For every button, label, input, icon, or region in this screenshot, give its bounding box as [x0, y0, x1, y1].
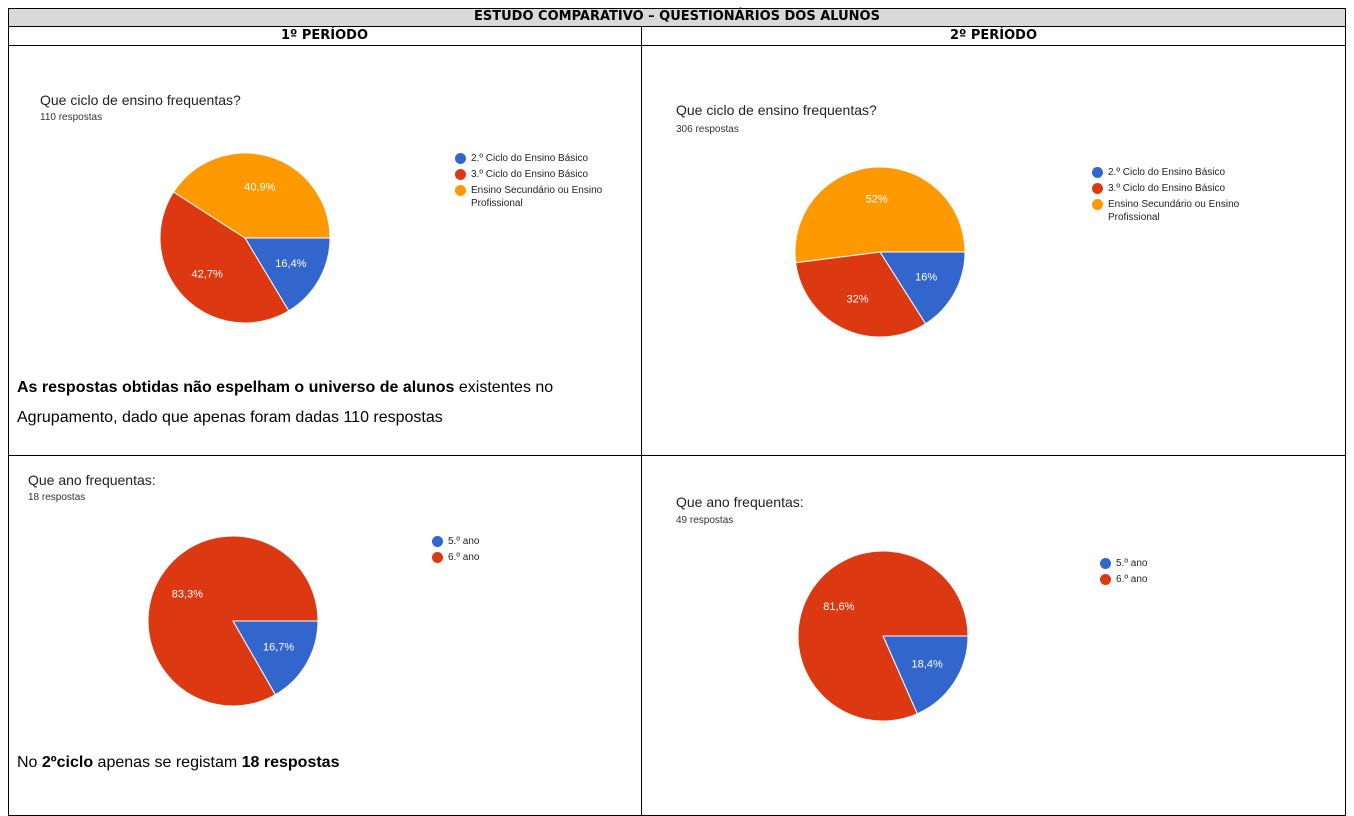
- legend-item: 6.º ano: [1100, 573, 1270, 586]
- note: As respostas obtidas não espelham o univ…: [17, 373, 637, 433]
- chart-title: Que ano frequentas:: [676, 494, 804, 510]
- chart-subtitle: 49 respostas: [676, 515, 734, 526]
- note-text: existentes no Agrupamento, dado que apen…: [17, 379, 554, 426]
- slice-label: 16,7%: [263, 641, 294, 653]
- slice-label: 18,4%: [912, 659, 943, 671]
- note: No 2ºciclo apenas se registam 18 respost…: [17, 748, 637, 778]
- legend-label: 2.º Ciclo do Ensino Básico: [471, 153, 589, 164]
- pie-slice: [794, 166, 966, 264]
- legend-label: Ensino Secundário ou Ensino Profissional: [1108, 199, 1240, 223]
- pie-slice: [159, 191, 290, 324]
- legend-item: Ensino Secundário ou Ensino Profissional: [455, 184, 625, 210]
- note-text: 18 respostas: [241, 754, 340, 771]
- legend-label: 3.º Ciclo do Ensino Básico: [471, 169, 589, 180]
- legend-item: 5.º ano: [432, 535, 602, 548]
- pie-slice: [244, 237, 331, 312]
- slice-label: 81,6%: [823, 601, 854, 613]
- legend: 5.º ano 6.º ano: [432, 535, 602, 567]
- legend-label: 3.º Ciclo do Ensino Básico: [1108, 183, 1226, 194]
- note-text: apenas se registam: [93, 754, 242, 771]
- legend-swatch: [432, 552, 443, 563]
- legend-item: 3.º Ciclo do Ensino Básico: [1092, 182, 1262, 195]
- note-text: As respostas obtidas não espelham o univ…: [17, 379, 455, 396]
- header-bg: [8, 8, 1346, 26]
- chart-title: Que ciclo de ensino frequentas?: [40, 92, 241, 108]
- legend-swatch: [432, 536, 443, 547]
- note-text: No: [17, 754, 42, 771]
- legend: 2.º Ciclo do Ensino Básico 3.º Ciclo do E…: [455, 152, 625, 213]
- legend-swatch: [1092, 167, 1103, 178]
- column-header: 1º PERÍODO: [280, 28, 369, 43]
- legend-label: 5.º ano: [1116, 558, 1148, 569]
- chart-title: Que ano frequentas:: [28, 472, 156, 488]
- legend-swatch: [455, 185, 466, 196]
- legend-item: Ensino Secundário ou Ensino Profissional: [1092, 198, 1262, 224]
- legend-swatch: [1100, 558, 1111, 569]
- legend-label: 2.º Ciclo do Ensino Básico: [1108, 167, 1226, 178]
- slice-label: 40,9%: [244, 181, 275, 193]
- chart-subtitle: 110 respostas: [40, 112, 103, 123]
- legend-swatch: [455, 169, 466, 180]
- legend-swatch: [1092, 183, 1103, 194]
- pie-slice: [795, 251, 927, 338]
- legend-label: 6.º ano: [1116, 574, 1148, 585]
- slice-label: 16%: [915, 271, 937, 283]
- legend-swatch: [1100, 574, 1111, 585]
- note-text: 2ºciclo: [41, 754, 94, 771]
- chart-title: Que ciclo de ensino frequentas?: [676, 102, 877, 118]
- legend-swatch: [455, 153, 466, 164]
- pie-slice: [882, 635, 969, 715]
- chart-subtitle: 306 respostas: [676, 124, 739, 135]
- legend-item: 2.º Ciclo do Ensino Básico: [1092, 166, 1262, 179]
- chart-subtitle: 18 respostas: [28, 492, 86, 503]
- pie-slice: [797, 550, 969, 722]
- legend: 2.º Ciclo do Ensino Básico 3.º Ciclo do E…: [1092, 166, 1262, 227]
- legend-item: 6.º ano: [432, 551, 602, 564]
- column-header: 2º PERÍODO: [949, 28, 1038, 43]
- legend-swatch: [1092, 199, 1103, 210]
- slice-label: 42,7%: [192, 269, 223, 281]
- legend-item: 2.º Ciclo do Ensino Básico: [455, 152, 625, 165]
- slice-label: 32%: [847, 294, 869, 306]
- pie-slice: [147, 535, 319, 707]
- legend-label: 6.º ano: [448, 552, 480, 563]
- slice-label: 16,4%: [275, 258, 306, 270]
- legend-item: 5.º ano: [1100, 557, 1270, 570]
- pie-slice: [232, 620, 319, 696]
- pie-slice: [879, 251, 966, 325]
- slice-label: 83,3%: [172, 589, 203, 601]
- slice-label: 52%: [866, 193, 888, 205]
- legend-label: 5.º ano: [448, 536, 480, 547]
- table-title: ESTUDO COMPARATIVO – QUESTIONÁRIOS DOS A…: [474, 9, 880, 24]
- pie-slice: [172, 152, 331, 239]
- legend-label: Ensino Secundário ou Ensino Profissional: [471, 185, 603, 209]
- legend: 5.º ano 6.º ano: [1100, 557, 1270, 589]
- legend-item: 3.º Ciclo do Ensino Básico: [455, 168, 625, 181]
